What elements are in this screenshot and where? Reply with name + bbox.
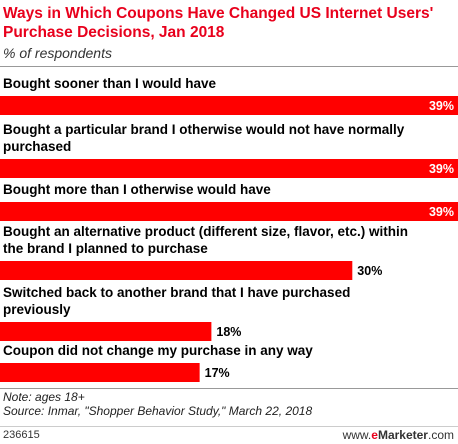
chart-id: 236615 <box>3 429 40 441</box>
brand-domain: .com <box>427 428 454 442</box>
value-label: 30% <box>357 264 382 278</box>
category-label: Bought a particular brand I otherwise wo… <box>3 122 405 137</box>
value-label: 39% <box>429 205 454 219</box>
bar <box>0 322 212 341</box>
bar <box>0 363 200 382</box>
category-label: purchased <box>3 139 71 154</box>
bottom-divider <box>0 426 458 427</box>
footer-divider <box>0 388 458 389</box>
bar <box>0 202 458 221</box>
chart-subtitle: % of respondents <box>3 45 112 61</box>
category-label: Bought more than I otherwise would have <box>3 182 271 197</box>
brand-e: e <box>371 428 378 442</box>
value-label: 39% <box>429 99 454 113</box>
source-line: Source: Inmar, "Shopper Behavior Study,"… <box>3 404 313 418</box>
chart-title: Ways in Which Coupons Have Changed US In… <box>3 5 434 41</box>
brand-logo: www.eMarketer.com <box>343 428 454 442</box>
top-divider <box>0 66 458 67</box>
category-label: Bought an alternative product (different… <box>3 224 408 239</box>
bar <box>0 159 458 178</box>
value-label: 17% <box>205 366 230 380</box>
brand-www: www. <box>342 428 372 442</box>
brand-name: Marketer <box>377 428 428 442</box>
value-label: 18% <box>216 325 241 339</box>
bar <box>0 261 353 280</box>
category-label: the brand I planned to purchase <box>3 241 208 256</box>
footnote: Note: ages 18+ <box>3 390 85 404</box>
category-label: Coupon did not change my purchase in any… <box>3 343 313 358</box>
category-label: Switched back to another brand that I ha… <box>3 285 350 300</box>
category-label: Bought sooner than I would have <box>3 76 216 91</box>
bar <box>0 96 458 115</box>
value-label: 39% <box>429 162 454 176</box>
category-label: previously <box>3 302 71 317</box>
bar-chart: Bought sooner than I would have 39% Bought… <box>0 76 458 382</box>
